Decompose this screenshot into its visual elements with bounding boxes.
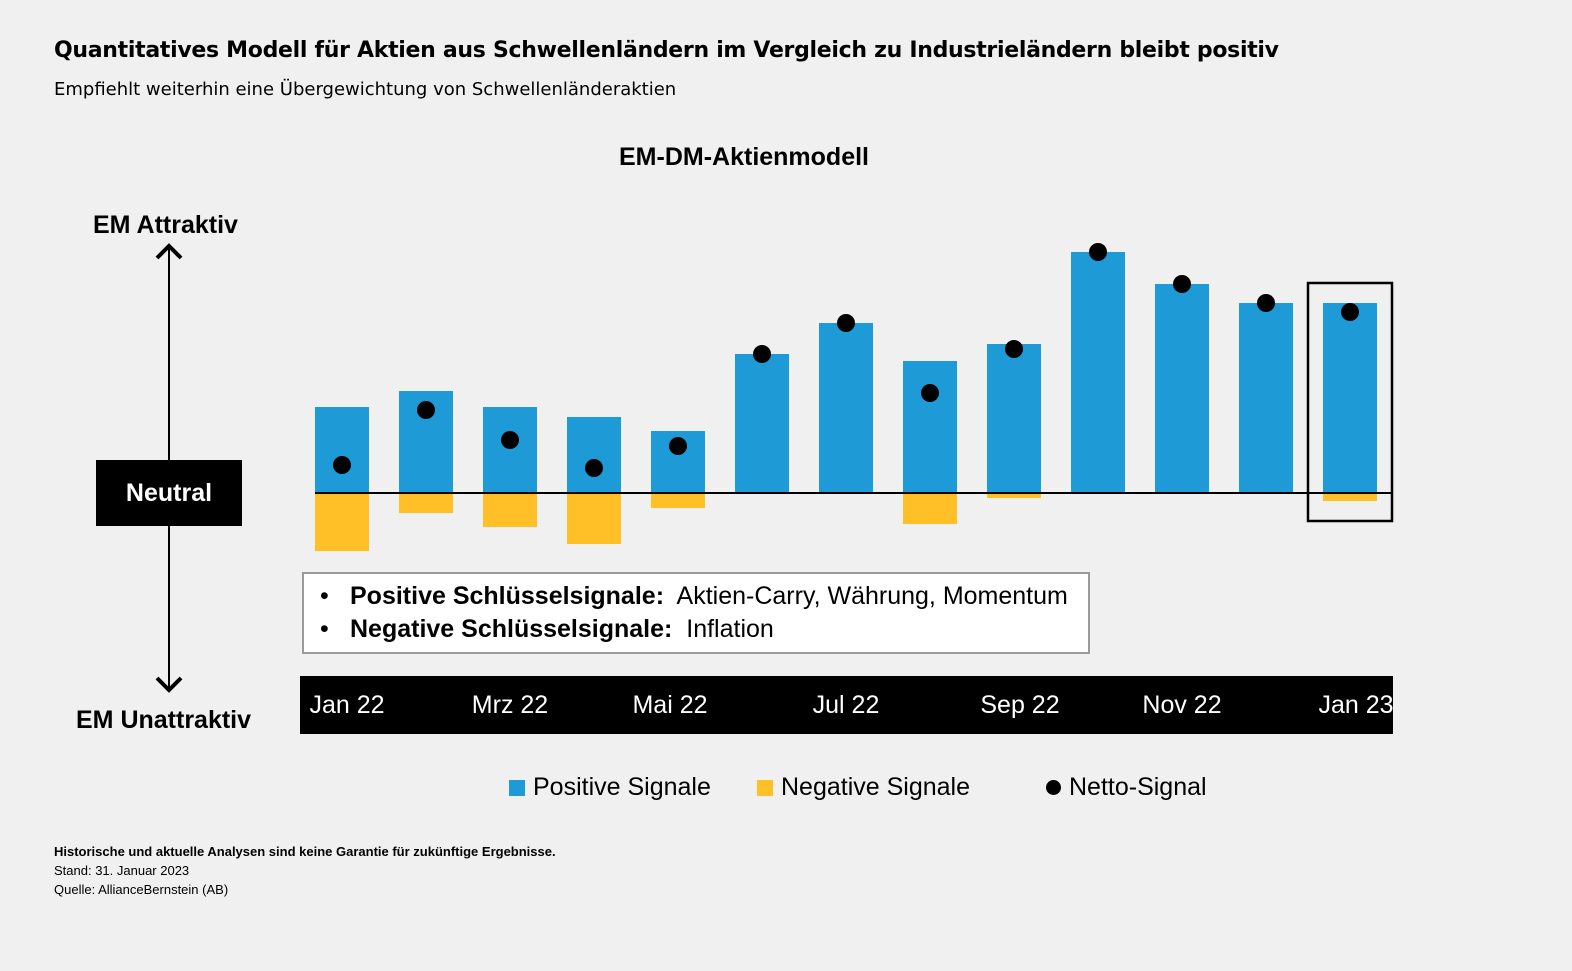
chart-title: EM-DM-Aktienmodell: [619, 143, 869, 171]
bullet: •: [320, 615, 329, 643]
positive-bar: [315, 407, 369, 493]
legend-positive-swatch: [509, 779, 525, 796]
neutral-label: Neutral: [96, 460, 242, 526]
negative-bars: [315, 493, 1377, 551]
positive-bar: [987, 344, 1041, 493]
negative-signals-row: • Negative Schlüsselsignale: Inflation: [320, 615, 774, 644]
legend-negative: Negative Signale: [757, 773, 970, 802]
net-signal-dots: [333, 243, 1359, 477]
net-signal-dot: [753, 345, 771, 363]
legend-positive-label: Positive Signale: [533, 773, 711, 801]
x-tick-label: Sep 22: [980, 691, 1060, 719]
net-signal-dot: [1005, 340, 1023, 358]
positive-bar: [1155, 284, 1209, 493]
positive-bar: [567, 417, 621, 493]
negative-bar: [315, 493, 369, 551]
negative-bar: [567, 493, 621, 544]
footnote-disclaimer: Historische und aktuelle Analysen sind k…: [54, 844, 556, 859]
negative-bar: [987, 493, 1041, 498]
positive-signals-row: • Positive Schlüsselsignale: Aktien-Carry…: [320, 582, 1068, 611]
net-signal-dot: [417, 401, 435, 419]
net-signal-dot: [1089, 243, 1107, 261]
x-tick-label: Jan 23: [1318, 691, 1394, 719]
positive-bar: [819, 323, 873, 493]
negative-signals-key: Negative Schlüsselsignale:: [350, 615, 673, 643]
net-signal-dot: [1173, 275, 1191, 293]
positive-bar: [483, 407, 537, 493]
net-signal-dot: [501, 431, 519, 449]
negative-bar: [903, 493, 957, 524]
legend-negative-swatch: [757, 779, 773, 796]
positive-bars: [315, 252, 1377, 493]
page-title: Quantitatives Modell für Aktien aus Schw…: [54, 38, 1279, 63]
x-tick-label: Mrz 22: [471, 691, 549, 719]
footnote-source: Quelle: AllianceBernstein (AB): [54, 882, 229, 897]
x-tick-label: Mai 22: [632, 691, 708, 719]
positive-bar: [1071, 252, 1125, 493]
negative-signals-value: Inflation: [686, 615, 774, 643]
positive-bar: [903, 361, 957, 493]
net-signal-dot: [1257, 294, 1275, 312]
net-signal-dot: [837, 314, 855, 332]
x-tick-label: Jul 22: [812, 691, 880, 719]
negative-bar: [483, 493, 537, 527]
legend-net-label: Netto-Signal: [1069, 773, 1207, 801]
x-tick-label: Nov 22: [1142, 691, 1222, 719]
highlight-box: [1306, 281, 1394, 523]
net-signal-dot: [585, 459, 603, 477]
net-signal-dot: [1341, 303, 1359, 321]
negative-bar: [1323, 493, 1377, 501]
negative-bar: [651, 493, 705, 508]
axis-label-top: EM Attraktiv: [93, 211, 238, 239]
legend-net-dot: [1046, 780, 1061, 795]
x-tick-label: Jan 22: [309, 691, 385, 719]
net-signal-dot: [669, 437, 687, 455]
net-signal-dot: [333, 456, 351, 474]
positive-bar: [1323, 303, 1377, 493]
net-signal-dot: [921, 384, 939, 402]
bullet: •: [320, 582, 329, 610]
key-signals-box: • Positive Schlüsselsignale: Aktien-Carry…: [302, 572, 1090, 654]
legend-net: Netto-Signal: [1046, 773, 1207, 802]
positive-signals-key: Positive Schlüsselsignale:: [350, 582, 665, 610]
positive-signals-value: Aktien-Carry, Währung, Momentum: [676, 582, 1068, 610]
page-subtitle: Empfiehlt weiterhin eine Übergewichtung …: [54, 79, 677, 100]
legend-negative-label: Negative Signale: [781, 773, 971, 801]
x-axis-month-bar: Jan 22 Mrz 22 Mai 22 Jul 22 Sep 22 Nov 22 Jan …: [300, 676, 1394, 734]
positive-bar: [735, 354, 789, 493]
positive-bar: [1239, 303, 1293, 493]
legend-positive: Positive Signale: [509, 773, 711, 802]
axis-label-bottom: EM Unattraktiv: [76, 706, 252, 734]
footnote-date: Stand: 31. Januar 2023: [54, 863, 190, 878]
negative-bar: [399, 493, 453, 513]
